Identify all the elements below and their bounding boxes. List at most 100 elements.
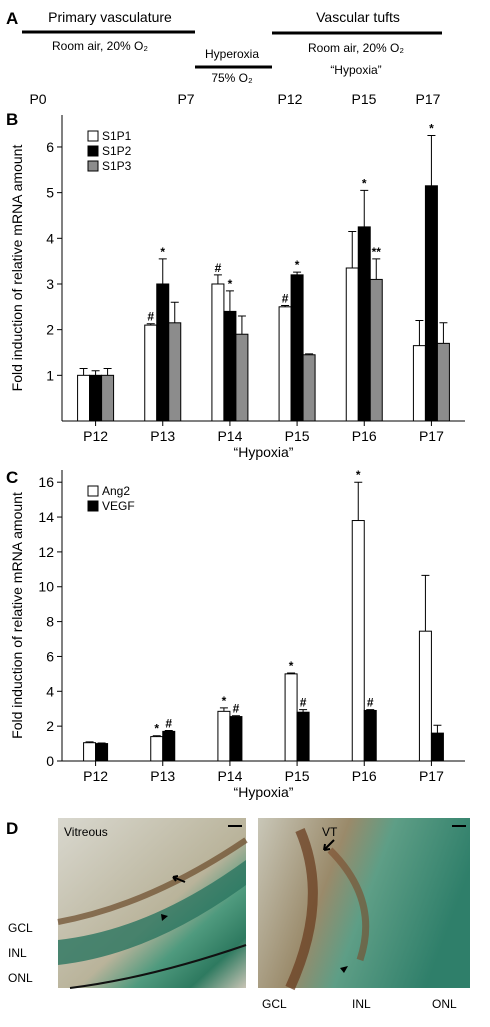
y-tick-label: 4 — [46, 230, 54, 246]
phase-title: Vascular tufts — [316, 9, 400, 25]
significance-marker: # — [367, 696, 374, 710]
y-tick-label: 3 — [46, 276, 54, 292]
error-bar — [433, 724, 442, 734]
phase-title: Hyperoxia — [205, 47, 259, 61]
bar — [235, 333, 249, 422]
x-axis-label: “Hypoxia” — [234, 784, 294, 800]
x-tick-label: P14 — [217, 428, 242, 444]
y-tick-label: 8 — [46, 614, 54, 630]
phase-condition: 75% O₂ — [211, 71, 253, 85]
timepoint: P12 — [278, 91, 303, 107]
phase-condition: Room air, 20% O₂ — [52, 39, 148, 53]
legend-swatch — [87, 485, 99, 497]
error-bar — [225, 290, 234, 312]
timepoint: P7 — [177, 91, 194, 107]
layer-label: GCL — [8, 921, 33, 935]
bar — [217, 710, 231, 762]
bar — [302, 354, 316, 422]
y-axis-label: Fold induction of relative mRNA amount — [9, 145, 25, 392]
y-tick-label: 12 — [38, 544, 54, 560]
error-bar — [213, 274, 222, 284]
error-bar — [158, 258, 167, 284]
bar — [369, 278, 383, 422]
timepoint: P15 — [352, 91, 377, 107]
bar — [150, 736, 164, 762]
x-tick-label: P13 — [150, 768, 175, 784]
bar — [424, 185, 438, 422]
legend-label: S1P3 — [102, 159, 132, 173]
x-tick-label: P16 — [352, 428, 377, 444]
bar — [296, 711, 310, 762]
significance-marker: * — [160, 245, 165, 259]
significance-marker: # — [300, 696, 307, 710]
error-bar — [219, 707, 228, 712]
error-bar — [366, 709, 375, 711]
bar — [77, 374, 91, 422]
panel-label: A — [6, 9, 18, 28]
bar — [211, 283, 225, 422]
phase-condition: Room air, 20% O₂ — [308, 41, 404, 55]
legend-swatch — [87, 145, 99, 157]
layer-label: INL — [352, 997, 371, 1011]
bar — [284, 673, 298, 762]
error-bar — [152, 735, 161, 737]
y-tick-label: 6 — [46, 648, 54, 664]
significance-marker: # — [233, 702, 240, 716]
bar — [95, 743, 109, 762]
arrowhead — [340, 966, 348, 973]
error-bar — [287, 672, 296, 674]
error-bar — [146, 323, 155, 326]
y-tick-label: 2 — [46, 718, 54, 734]
significance-marker: * — [295, 258, 300, 272]
legend-swatch — [87, 130, 99, 142]
error-bar — [231, 715, 240, 717]
phase-note: “Hypoxia” — [330, 63, 381, 77]
error-bar — [354, 481, 363, 521]
bar — [290, 274, 304, 422]
error-bar — [91, 370, 100, 376]
y-tick-label: 10 — [38, 579, 54, 595]
bar — [156, 283, 170, 422]
x-tick-label: P16 — [352, 768, 377, 784]
x-tick-label: P12 — [83, 428, 108, 444]
significance-marker: ** — [372, 245, 382, 259]
panel-label: B — [6, 110, 18, 129]
vessel — [285, 828, 318, 991]
error-bar — [421, 574, 430, 632]
edge — [69, 944, 247, 989]
y-axis-label: Fold induction of relative mRNA amount — [9, 492, 25, 739]
legend-label: VEGF — [102, 499, 135, 513]
y-tick-label: 1 — [46, 367, 54, 383]
micrograph-title: VT — [322, 825, 338, 839]
error-bar — [237, 315, 246, 335]
y-tick-label: 14 — [38, 509, 54, 525]
error-bar — [79, 367, 88, 376]
error-bar — [97, 742, 106, 744]
layer-label: ONL — [432, 997, 457, 1011]
bar — [412, 345, 426, 422]
bar — [83, 742, 97, 762]
bar — [351, 520, 365, 762]
error-bar — [85, 741, 94, 743]
layer-label: ONL — [8, 971, 33, 985]
bar — [144, 324, 158, 422]
error-bar — [348, 230, 357, 268]
error-bar — [439, 322, 448, 344]
y-tick-label: 0 — [46, 753, 54, 769]
panel-label: D — [6, 819, 18, 838]
vessel — [327, 847, 370, 962]
vessel — [57, 837, 248, 925]
significance-marker: * — [228, 277, 233, 291]
error-bar — [293, 271, 302, 275]
arrow — [172, 875, 186, 883]
bar — [278, 306, 292, 422]
x-tick-label: P15 — [285, 768, 310, 784]
legend-label: Ang2 — [102, 484, 130, 498]
y-tick-label: 16 — [38, 474, 54, 490]
y-tick-label: 6 — [46, 139, 54, 155]
bar — [363, 709, 377, 762]
significance-marker: * — [429, 122, 434, 136]
error-bar — [164, 730, 173, 732]
bar — [436, 342, 450, 422]
